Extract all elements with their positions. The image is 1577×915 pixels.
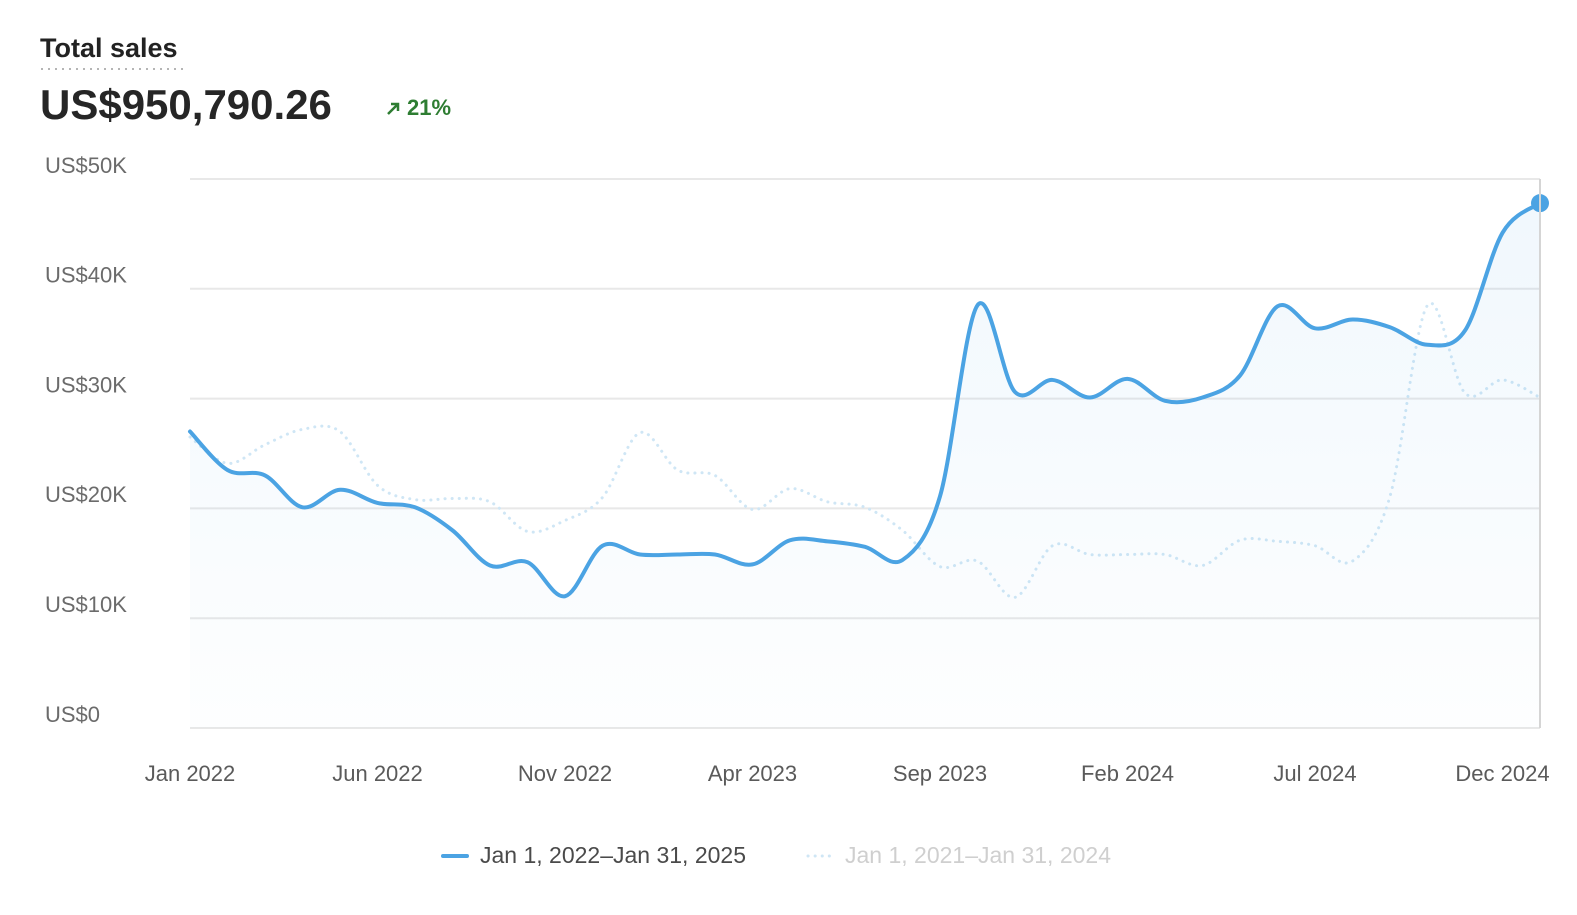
- up-arrow: [387, 102, 400, 115]
- y-tick-label: US$50K: [45, 153, 127, 178]
- legend-label: Jan 1, 2021–Jan 31, 2024: [845, 842, 1111, 868]
- x-tick-label: Apr 2023: [708, 761, 797, 786]
- total-value: US$950,790.26: [40, 81, 332, 128]
- legend: Jan 1, 2022–Jan 31, 2025 Jan 1, 2021–Jan …: [441, 842, 1111, 868]
- x-tick-label: Jan 2022: [145, 761, 236, 786]
- y-tick-label: US$10K: [45, 592, 127, 617]
- legend-label: Jan 1, 2022–Jan 31, 2025: [480, 842, 746, 868]
- x-tick-label: Sep 2023: [893, 761, 987, 786]
- y-tick-label: US$0: [45, 702, 100, 727]
- plot: US$0 US$10K US$20K US$30K US$40K US$50K Jan 20…: [45, 153, 1550, 786]
- change-value: 21%: [407, 95, 451, 120]
- y-tick-label: US$30K: [45, 372, 127, 397]
- y-tick-label: US$40K: [45, 263, 127, 288]
- x-tick-label: Jul 2024: [1273, 761, 1356, 786]
- x-tick-label: Jun 2022: [332, 761, 423, 786]
- chart-title: Total sales: [40, 33, 178, 63]
- x-tick-label: Feb 2024: [1081, 761, 1174, 786]
- series-line: [188, 201, 1542, 599]
- area-fill: [190, 203, 1540, 728]
- y-tick-label: US$20K: [45, 482, 127, 507]
- x-tick-label: Nov 2022: [518, 761, 612, 786]
- x-tick-label: Dec 2024: [1455, 761, 1549, 786]
